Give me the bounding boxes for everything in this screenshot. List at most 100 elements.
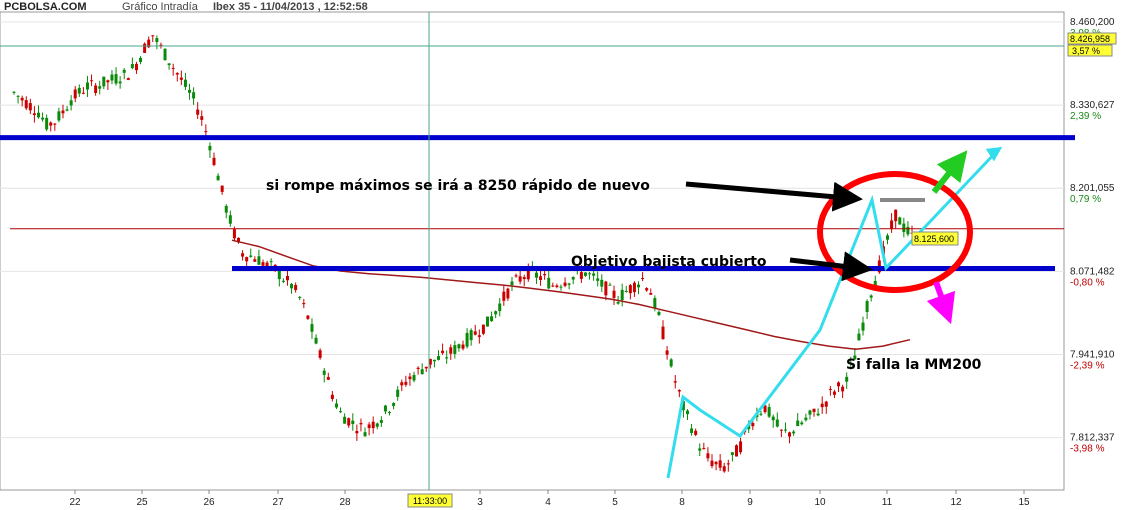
candle-body xyxy=(522,277,526,280)
candle-body xyxy=(253,259,257,262)
candle-body xyxy=(416,367,420,370)
candle-body xyxy=(710,460,714,467)
trend-zigzag-line xyxy=(666,148,1000,479)
bull-arrow xyxy=(931,150,968,194)
candle-body xyxy=(420,369,424,375)
candle-body xyxy=(849,363,853,365)
candle-body xyxy=(388,412,392,414)
candle-body xyxy=(481,324,485,334)
candle-body xyxy=(808,410,812,415)
candle-body xyxy=(110,74,114,81)
candle-body xyxy=(196,109,200,115)
candle-body xyxy=(20,97,24,101)
crosshair-time-label: 11:33:00 xyxy=(413,496,447,506)
candle-body xyxy=(824,401,828,407)
candle-body xyxy=(861,322,865,331)
candle-body xyxy=(588,273,592,275)
candle-body xyxy=(224,205,228,213)
candle-body xyxy=(359,422,363,425)
candle-body xyxy=(379,420,383,423)
candle-body xyxy=(485,316,489,327)
x-tick-label-12: 12 xyxy=(950,497,962,508)
candle-body xyxy=(126,78,130,80)
grid-layer xyxy=(0,21,1064,439)
candle-body xyxy=(363,432,367,437)
candle-body xyxy=(36,112,40,118)
candle-body xyxy=(220,185,224,192)
y-price-label-2: 8.201,055 xyxy=(1070,183,1115,194)
candle-body xyxy=(734,445,738,457)
x-tick-label-0: 22 xyxy=(69,497,81,508)
candle-body xyxy=(828,388,832,390)
candle-body xyxy=(139,57,143,62)
x-tick-label-7: 5 xyxy=(612,497,618,508)
candle-body xyxy=(163,48,167,61)
candle-body xyxy=(204,131,208,133)
last-price-label: 8.125,600 xyxy=(914,234,954,244)
candle-body xyxy=(494,311,498,315)
candle-body xyxy=(547,277,551,289)
candle-body xyxy=(28,103,32,111)
candle-body xyxy=(518,276,522,282)
candle-body xyxy=(771,416,775,421)
candle-body xyxy=(641,277,645,279)
candle-body xyxy=(106,80,110,83)
x-tick-label-3: 27 xyxy=(272,497,284,508)
candle-body xyxy=(465,332,469,347)
candle-body xyxy=(404,381,408,385)
candle-body xyxy=(61,110,65,114)
candle-body xyxy=(81,92,85,94)
candle-body xyxy=(800,422,804,425)
candle-body xyxy=(73,89,77,99)
candle-body xyxy=(326,376,330,380)
candle-body xyxy=(69,100,73,106)
candle-body xyxy=(804,417,808,421)
candle-body xyxy=(592,273,596,276)
candle-body xyxy=(318,350,322,358)
candle-body xyxy=(506,288,510,299)
candle-body xyxy=(853,355,857,360)
candle-body xyxy=(894,209,898,222)
candle-body xyxy=(167,63,171,66)
trend-arrow-head xyxy=(985,146,1003,162)
candle-body xyxy=(653,298,657,309)
candle-body xyxy=(555,285,559,288)
candle-body xyxy=(673,381,677,383)
candle-body xyxy=(551,285,555,287)
candle-body xyxy=(392,403,396,407)
candle-body xyxy=(567,283,571,285)
candle-body xyxy=(661,326,665,340)
candle-body xyxy=(212,157,216,165)
candle-body xyxy=(596,278,600,281)
y-price-label-1: 8.330,627 xyxy=(1070,100,1115,111)
candle-body xyxy=(837,382,841,387)
candle-body xyxy=(151,35,155,37)
arrow-to-target xyxy=(789,251,873,282)
candle-body xyxy=(351,420,355,425)
candle-body xyxy=(249,255,253,257)
horizontal-lines-layer xyxy=(0,135,1075,271)
candle-body xyxy=(600,279,604,287)
candle-body xyxy=(192,92,196,99)
x-tick-label-5: 3 xyxy=(477,497,483,508)
candle-body xyxy=(869,295,873,298)
candle-body xyxy=(779,429,783,431)
candle-body xyxy=(241,253,245,257)
candle-body xyxy=(902,223,906,233)
candle-body xyxy=(453,345,457,354)
candle-body xyxy=(620,289,624,301)
candle-body xyxy=(526,265,530,280)
time-axis: 22 25 26 27 28 3 4 5 8 9 10 11 12 15 xyxy=(69,490,1030,508)
candle-body xyxy=(114,74,118,84)
x-tick-label-9: 9 xyxy=(747,497,753,508)
candle-body xyxy=(265,262,269,267)
candle-body xyxy=(371,421,375,429)
candle-body xyxy=(510,281,514,286)
candle-body xyxy=(898,217,902,225)
last-price-tag xyxy=(911,231,959,246)
highlight-circle xyxy=(817,171,973,293)
candle-body xyxy=(812,408,816,413)
